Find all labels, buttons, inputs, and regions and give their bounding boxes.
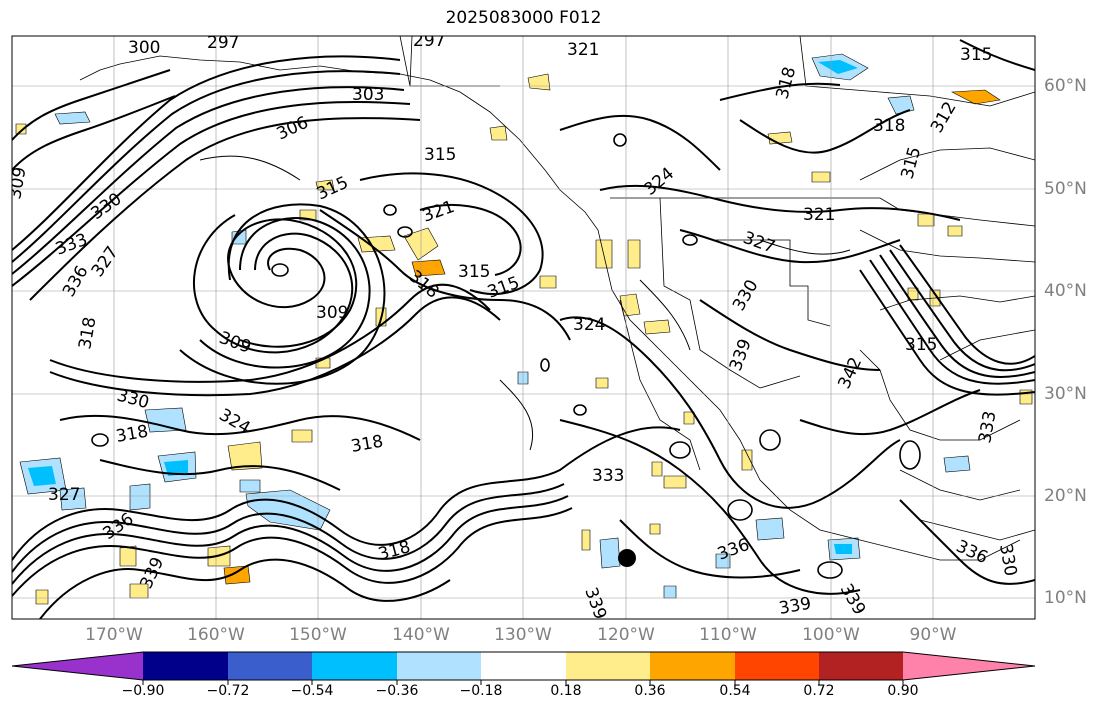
contour-label: 327 bbox=[48, 485, 80, 505]
colorbar-cell bbox=[650, 652, 735, 680]
lat-label-10n: 10°N bbox=[1044, 588, 1087, 608]
theta-contours bbox=[12, 39, 1035, 619]
map-frame bbox=[11, 35, 1036, 620]
storm-center-marker bbox=[618, 549, 636, 567]
colorbar bbox=[11, 651, 1036, 685]
lon-label-170w: 170°W bbox=[85, 625, 143, 645]
contour-label: 315 bbox=[905, 335, 937, 355]
lat-label-20n: 20°N bbox=[1044, 486, 1087, 506]
colorbar-tick-label: −0.54 bbox=[290, 683, 334, 699]
contour-label: 303 bbox=[352, 85, 384, 105]
colorbar-cell bbox=[566, 652, 650, 680]
colorbar-tick-label: 0.90 bbox=[887, 683, 919, 699]
contour-label: 315 bbox=[458, 262, 490, 282]
colorbar-tick-label: −0.18 bbox=[459, 683, 503, 699]
lon-label-130w: 130°W bbox=[494, 625, 552, 645]
contour-label: 333 bbox=[592, 466, 624, 486]
colorbar-extend-max bbox=[903, 652, 1035, 680]
contour-label: 309 bbox=[316, 303, 348, 323]
colorbar-cell bbox=[397, 652, 481, 680]
contour-label: 309 bbox=[5, 165, 30, 200]
lat-label-60n: 60°N bbox=[1044, 76, 1087, 96]
contour-label: 300 bbox=[128, 38, 160, 58]
lon-label-90w: 90°W bbox=[909, 625, 957, 645]
lon-label-150w: 150°W bbox=[289, 625, 347, 645]
colorbar-cell bbox=[228, 652, 312, 680]
colorbar-cell bbox=[819, 652, 903, 680]
colorbar-cell bbox=[143, 652, 228, 680]
colorbar-tick-label: 0.54 bbox=[719, 683, 751, 699]
colorbar-cells bbox=[143, 652, 903, 680]
map-panel: 300 297 297 321 318 303 306 315 315 318 … bbox=[5, 31, 1036, 620]
colorbar-tick-label: −0.72 bbox=[206, 683, 250, 699]
colorbar-cell bbox=[735, 652, 819, 680]
contour-label: 321 bbox=[567, 40, 599, 60]
lon-label-160w: 160°W bbox=[187, 625, 245, 645]
lon-label-120w: 120°W bbox=[597, 625, 655, 645]
contour-label: 324 bbox=[573, 315, 605, 335]
lon-label-140w: 140°W bbox=[392, 625, 450, 645]
colorbar-tick-label: 0.36 bbox=[634, 683, 666, 699]
contour-label: 321 bbox=[803, 205, 835, 225]
contour-label: 297 bbox=[413, 31, 445, 51]
lat-label-30n: 30°N bbox=[1044, 384, 1087, 404]
lat-label-40n: 40°N bbox=[1044, 281, 1087, 301]
colorbar-tick-label: 0.72 bbox=[803, 683, 835, 699]
contour-label: 315 bbox=[424, 145, 456, 165]
contour-label: 318 bbox=[873, 116, 905, 136]
closed-contours bbox=[91, 133, 921, 579]
colorbar-extend-min bbox=[12, 652, 143, 680]
lon-label-110w: 110°W bbox=[699, 625, 757, 645]
colorbar-cell bbox=[312, 652, 397, 680]
graticule bbox=[12, 36, 1035, 619]
thin-contours bbox=[199, 155, 851, 451]
colorbar-cell bbox=[481, 652, 566, 680]
colorbar-tick-label: 0.18 bbox=[550, 683, 582, 699]
map-title: 2025083000 F012 bbox=[445, 8, 602, 28]
lon-label-100w: 100°W bbox=[802, 625, 860, 645]
lat-label-50n: 50°N bbox=[1044, 179, 1087, 199]
colorbar-ticks bbox=[142, 680, 904, 685]
contour-label: 315 bbox=[960, 45, 992, 65]
contour-label: 297 bbox=[207, 33, 239, 53]
colorbar-tick-label: −0.90 bbox=[121, 683, 165, 699]
colorbar-tick-label: −0.36 bbox=[375, 683, 419, 699]
